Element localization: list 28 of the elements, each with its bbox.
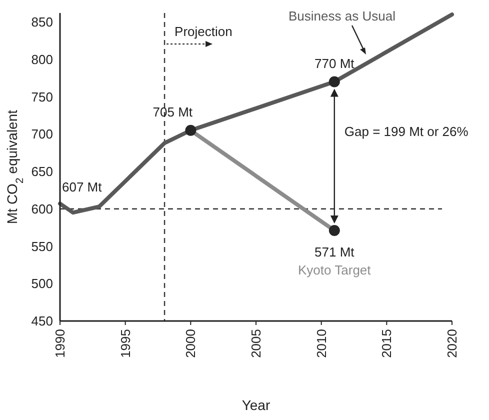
y-tick-label: 600	[31, 201, 53, 216]
annotation: 607 Mt	[62, 180, 102, 195]
annotation: 770 Mt	[314, 56, 355, 71]
x-tick-label: 1990	[52, 329, 68, 358]
y-tick-label: 700	[31, 126, 53, 142]
x-tick-label: 2015	[379, 329, 394, 358]
y-tick-label: 750	[31, 89, 53, 104]
text: Kyoto Target	[298, 262, 372, 278]
y-tick-label: 850	[31, 14, 53, 30]
annotation: 705 Mt	[152, 104, 193, 120]
x-tick-label: 2005	[248, 329, 264, 358]
point	[328, 225, 340, 236]
x-tick-label: 1995	[118, 329, 133, 358]
y-tick-label: 800	[31, 52, 53, 67]
y-tick-label: 500	[31, 276, 53, 292]
y-tick-label: 650	[31, 164, 53, 180]
ref-line-label: Projection	[174, 24, 232, 39]
series-label: Business as Usual	[288, 8, 396, 24]
y-tick-label: 450	[31, 314, 53, 329]
x-axis-title: Year	[242, 397, 270, 413]
x-tick-label: 2010	[314, 329, 329, 358]
y-tick-label: 550	[31, 238, 53, 254]
annotation: Gap = 199 Mt or 26%	[344, 124, 469, 140]
x-tick-label: 2000	[183, 329, 198, 358]
point	[185, 124, 196, 136]
point	[328, 76, 340, 88]
annotation: 571 Mt	[314, 244, 355, 260]
x-tick-label: 2020	[444, 329, 460, 358]
